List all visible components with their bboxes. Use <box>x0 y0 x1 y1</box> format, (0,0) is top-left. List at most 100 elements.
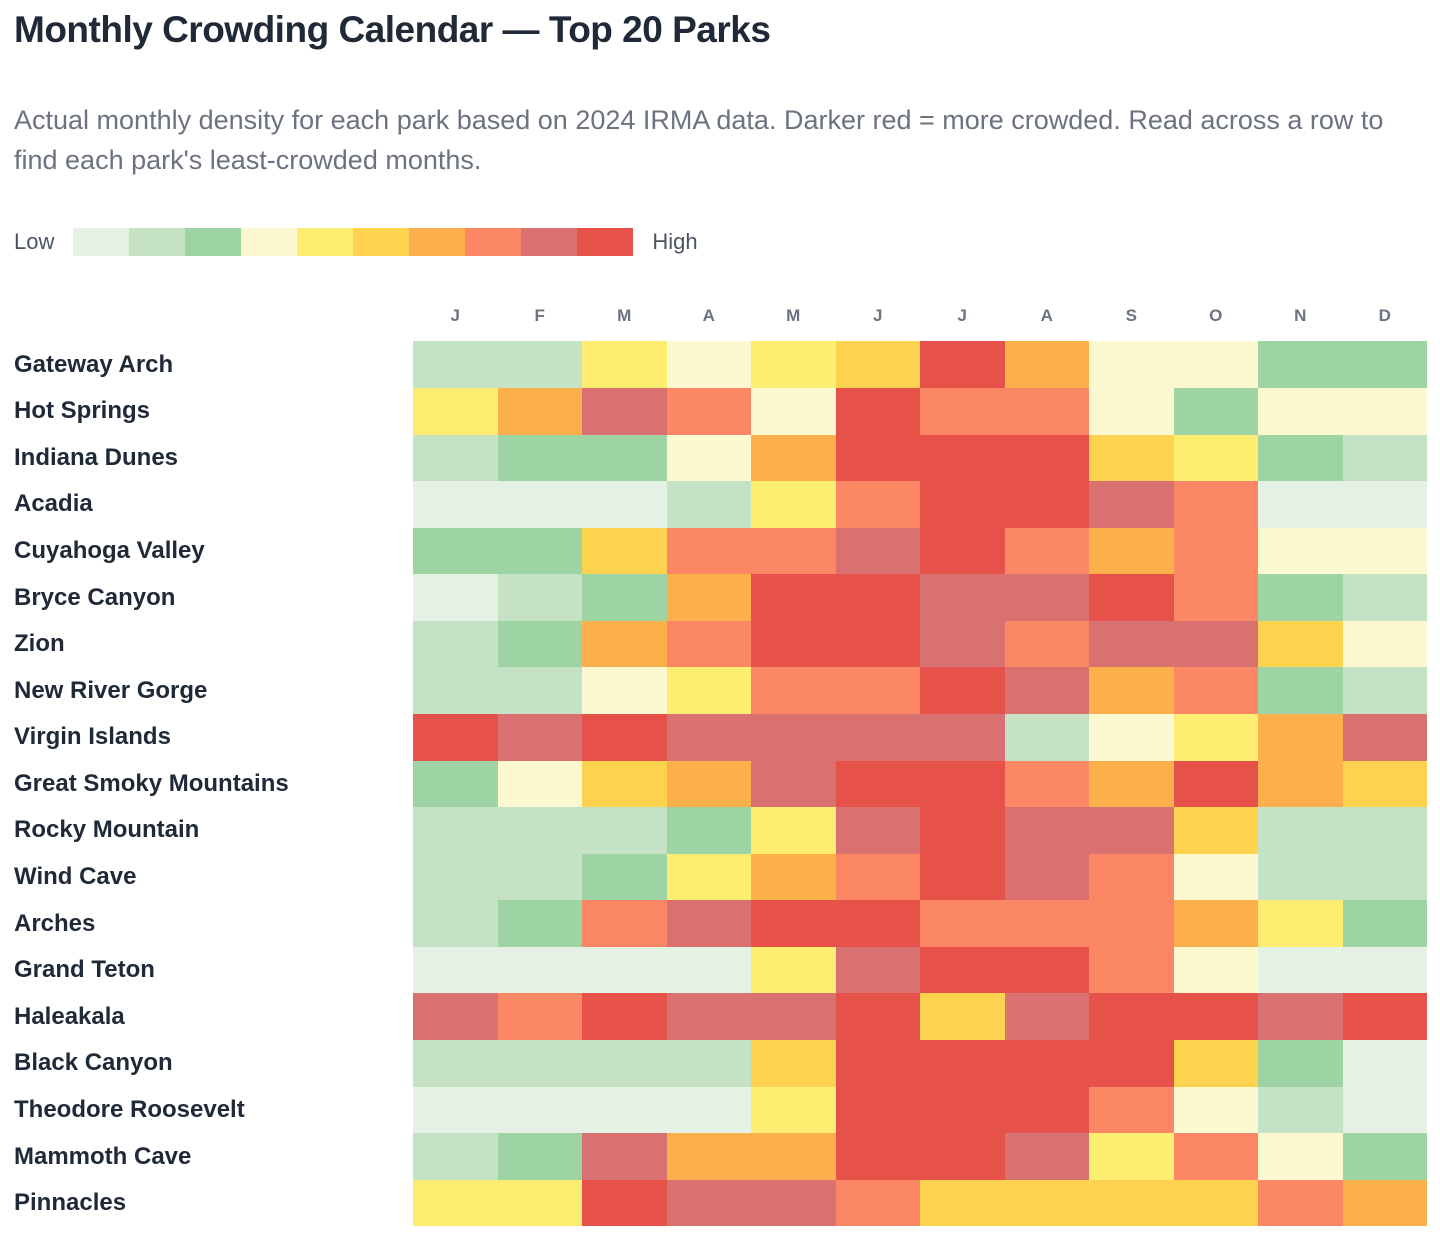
heatmap-cell <box>1342 527 1427 575</box>
heatmap-cell <box>1004 1133 1089 1180</box>
heatmap-cell <box>751 993 836 1041</box>
heatmap-cell <box>1173 714 1258 761</box>
heatmap-cell <box>920 527 1005 575</box>
heatmap-cell <box>413 667 498 715</box>
month-label-7: J <box>957 306 967 326</box>
heatmap-cell <box>497 993 582 1041</box>
heatmap-row: Cuyahoga Valley <box>14 527 1427 575</box>
park-label: Great Smoky Mountains <box>14 769 289 797</box>
heatmap-cell <box>751 667 836 715</box>
heatmap-cell <box>582 1179 667 1227</box>
heatmap-cell <box>1173 667 1258 715</box>
heatmap-cell <box>835 1179 920 1227</box>
heatmap-cell <box>751 1086 836 1134</box>
heatmap-cell <box>1089 481 1174 528</box>
heatmap-cell <box>666 434 751 482</box>
heatmap-cell <box>835 434 920 482</box>
heatmap-row: Virgin Islands <box>14 714 1427 761</box>
heatmap-row: Bryce Canyon <box>14 574 1427 621</box>
heatmap-cell <box>751 1040 836 1087</box>
heatmap-cell <box>1004 1040 1089 1087</box>
park-label: Theodore Roosevelt <box>14 1095 245 1123</box>
heatmap-cell <box>751 341 836 388</box>
heatmap-cell <box>666 341 751 388</box>
heatmap-cell <box>1342 807 1427 854</box>
heatmap-cell <box>413 853 498 901</box>
heatmap-cell <box>582 807 667 854</box>
heatmap-cell <box>1004 993 1089 1041</box>
heatmap-cell <box>582 574 667 621</box>
park-label: Arches <box>14 909 96 937</box>
heatmap-cell <box>1342 667 1427 715</box>
heatmap-cell <box>1342 1179 1427 1227</box>
heatmap-cell <box>413 1179 498 1227</box>
park-label: Cuyahoga Valley <box>14 536 205 564</box>
heatmap-cell <box>1173 1040 1258 1087</box>
heatmap-cell <box>835 574 920 621</box>
heatmap-cell <box>666 667 751 715</box>
heatmap-cell <box>497 481 582 528</box>
heatmap-cell <box>1089 434 1174 482</box>
heatmap-cell <box>1089 853 1174 901</box>
heatmap-cell <box>835 620 920 668</box>
heatmap-cell <box>1173 807 1258 854</box>
heatmap-cell <box>1173 1086 1258 1134</box>
heatmap-cell <box>582 527 667 575</box>
heatmap-cell <box>835 667 920 715</box>
heatmap-cell <box>920 900 1005 947</box>
heatmap-cell <box>1173 760 1258 808</box>
row-cells <box>413 574 1427 621</box>
legend-swatch-4 <box>241 228 298 257</box>
heatmap-cell <box>582 1086 667 1134</box>
heatmap-cell <box>835 1086 920 1134</box>
heatmap-cell <box>1258 1133 1343 1180</box>
heatmap-cell <box>920 853 1005 901</box>
heatmap-cell <box>1173 993 1258 1041</box>
heatmap-cell <box>1342 1133 1427 1180</box>
heatmap-cell <box>497 574 582 621</box>
heatmap-cell <box>1089 574 1174 621</box>
heatmap-cell <box>751 574 836 621</box>
heatmap-cell <box>1258 1040 1343 1087</box>
heatmap-cell <box>1089 946 1174 994</box>
heatmap-cell <box>1342 481 1427 528</box>
heatmap-cell <box>1342 434 1427 482</box>
heatmap-cell <box>1089 1040 1174 1087</box>
heatmap-row: Hot Springs <box>14 387 1427 435</box>
heatmap-cell <box>497 900 582 947</box>
heatmap-cell <box>1342 1086 1427 1134</box>
heatmap-cell <box>497 620 582 668</box>
heatmap-cell <box>666 527 751 575</box>
heatmap-cell <box>751 620 836 668</box>
row-cells <box>413 1133 1427 1180</box>
heatmap-cell <box>1342 574 1427 621</box>
heatmap-cell <box>1004 1179 1089 1227</box>
heatmap-cell <box>1089 714 1174 761</box>
heatmap-cell <box>582 946 667 994</box>
heatmap-cell <box>413 946 498 994</box>
heatmap-cell <box>1089 341 1174 388</box>
heatmap-cell <box>582 341 667 388</box>
heatmap-cell <box>1258 853 1343 901</box>
heatmap-cell <box>920 807 1005 854</box>
park-label: New River Gorge <box>14 676 208 704</box>
heatmap-row: Great Smoky Mountains <box>14 760 1427 808</box>
heatmap-cell <box>413 1040 498 1087</box>
heatmap-cell <box>835 387 920 435</box>
park-label: Wind Cave <box>14 863 137 891</box>
legend-swatch-5 <box>297 228 354 257</box>
heatmap-cell <box>835 1133 920 1180</box>
legend-swatch-9 <box>521 228 578 257</box>
heatmap-cell <box>1173 434 1258 482</box>
heatmap-cell <box>582 714 667 761</box>
legend-high-label: High <box>652 229 698 255</box>
heatmap-cell <box>835 853 920 901</box>
heatmap-row: Grand Teton <box>14 946 1427 994</box>
heatmap-cell <box>1258 760 1343 808</box>
heatmap-cell <box>1004 574 1089 621</box>
heatmap-cell <box>920 481 1005 528</box>
heatmap-cell <box>1258 481 1343 528</box>
legend-low-label: Low <box>14 229 55 255</box>
park-label: Rocky Mountain <box>14 816 200 844</box>
